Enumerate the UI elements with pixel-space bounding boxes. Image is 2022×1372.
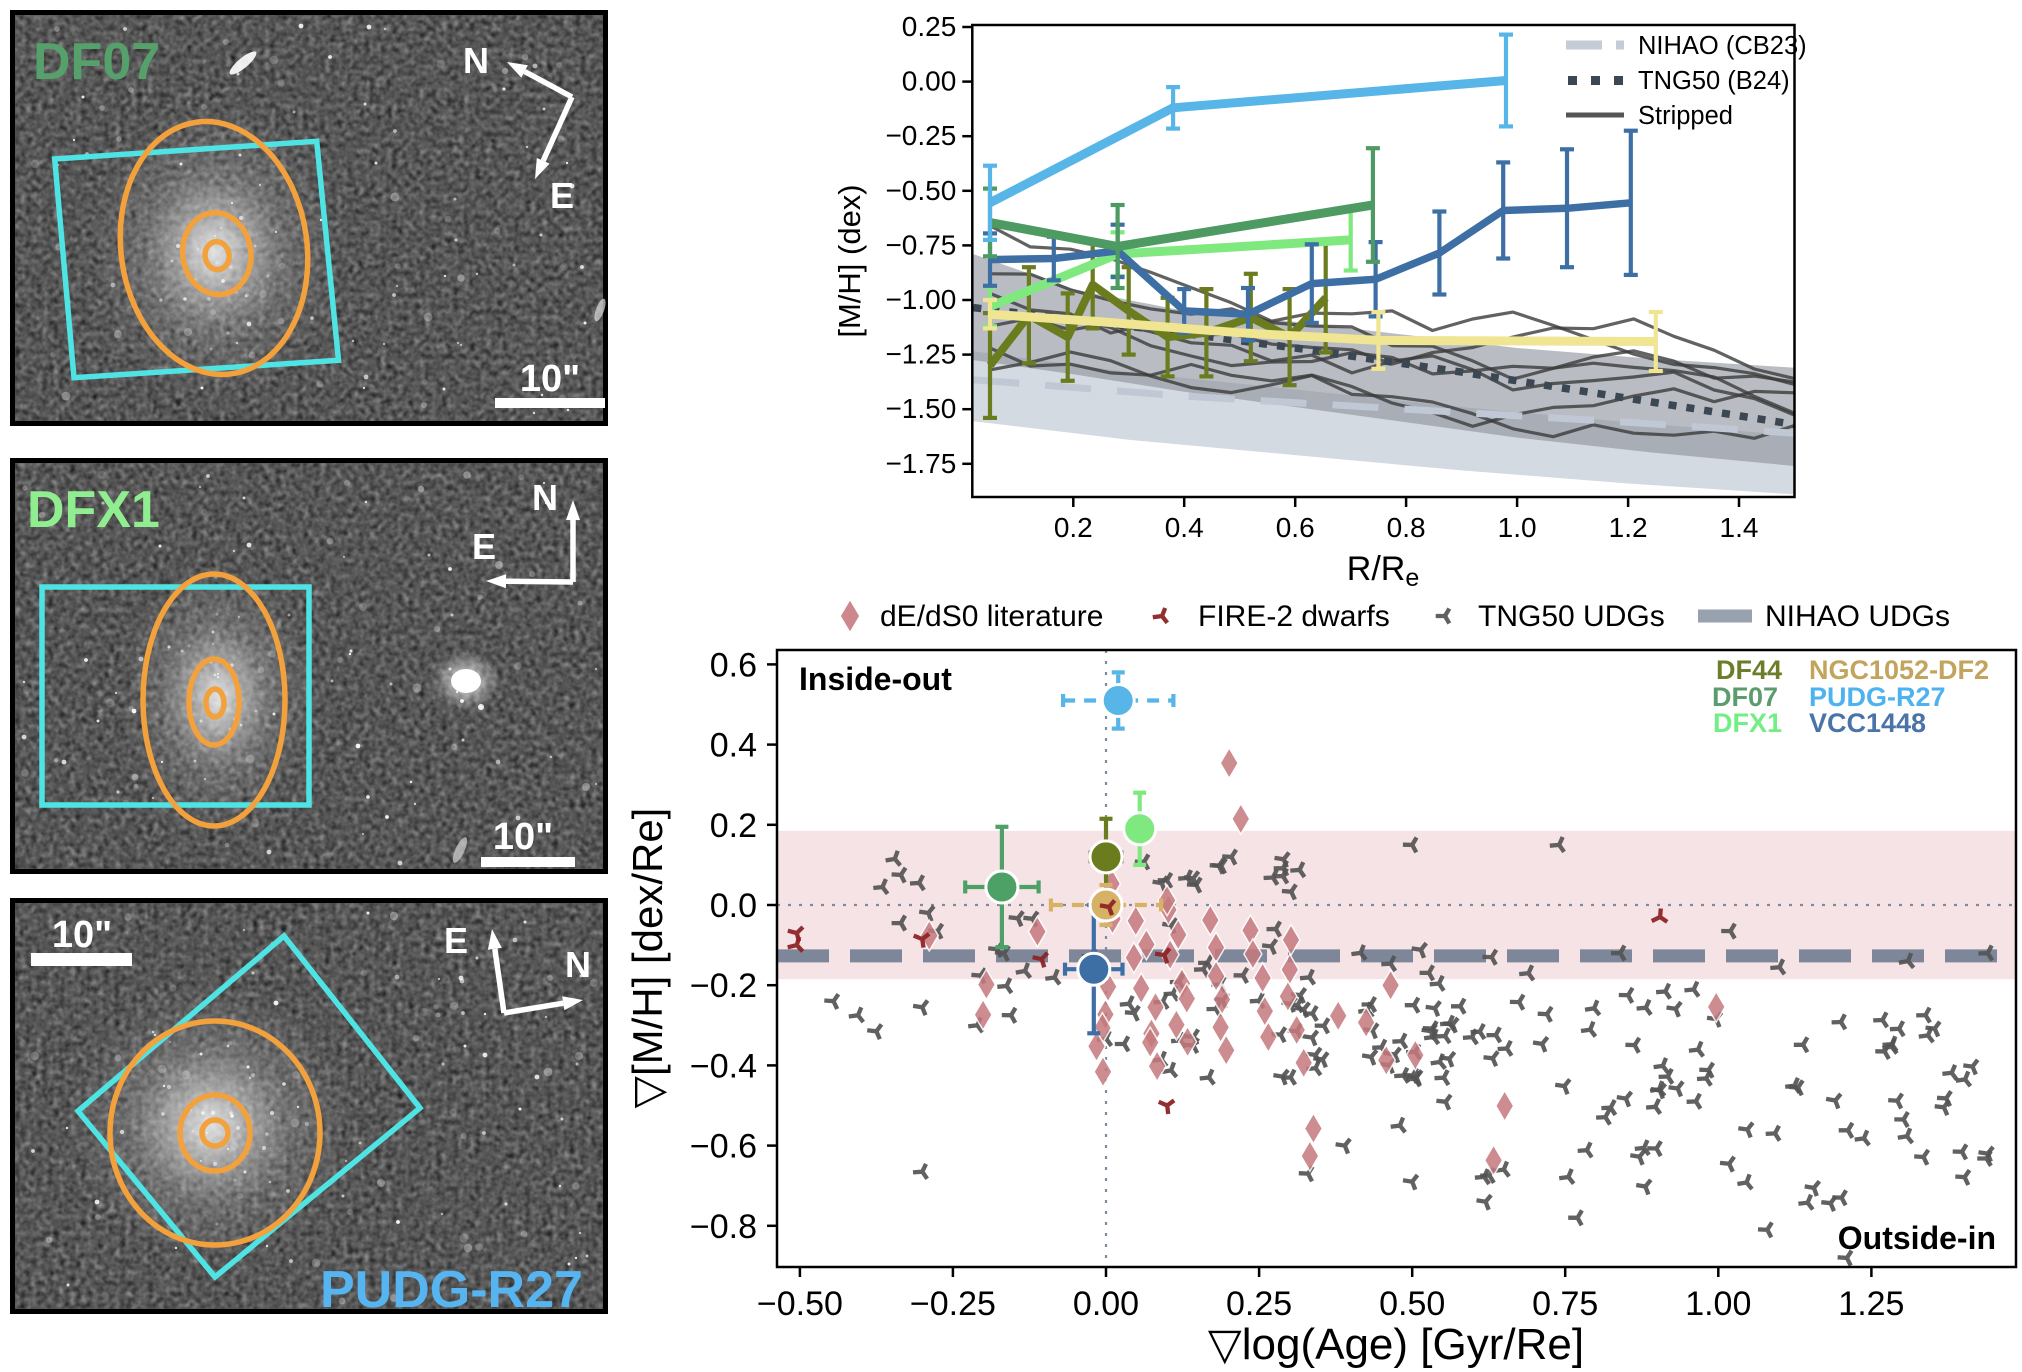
svg-text:−0.25: −0.25	[910, 1285, 996, 1323]
svg-text:−0.50: −0.50	[757, 1285, 843, 1323]
svg-text:E: E	[444, 920, 468, 961]
svg-text:VCC1448: VCC1448	[1809, 708, 1926, 738]
svg-text:DFX1: DFX1	[1713, 708, 1782, 738]
svg-text:0.6: 0.6	[1276, 512, 1315, 543]
svg-text:0.25: 0.25	[902, 11, 957, 42]
svg-text:NIHAO UDGs: NIHAO UDGs	[1765, 600, 1950, 633]
svg-text:−1.25: −1.25	[885, 339, 956, 370]
svg-text:−0.50: −0.50	[885, 175, 956, 206]
svg-text:DFX1: DFX1	[27, 481, 160, 539]
svg-text:N: N	[532, 477, 558, 518]
svg-text:1.4: 1.4	[1720, 512, 1759, 543]
svg-text:10": 10"	[520, 358, 580, 400]
svg-text:▽[M/H] [dex/Re]: ▽[M/H] [dex/Re]	[624, 808, 671, 1109]
svg-text:−0.8: −0.8	[690, 1208, 757, 1246]
svg-text:N: N	[565, 944, 591, 985]
svg-text:0.2: 0.2	[710, 807, 757, 845]
svg-text:▽log(Age) [Gyr/Re]: ▽log(Age) [Gyr/Re]	[1208, 1320, 1584, 1369]
svg-text:−1.00: −1.00	[885, 284, 956, 315]
svg-text:N: N	[463, 40, 489, 81]
svg-text:−0.6: −0.6	[690, 1128, 757, 1166]
svg-text:[M/H] (dex): [M/H] (dex)	[832, 184, 867, 337]
svg-text:0.0: 0.0	[710, 887, 757, 925]
svg-text:dE/dS0 literature: dE/dS0 literature	[880, 600, 1103, 633]
svg-text:−1.50: −1.50	[885, 393, 956, 424]
svg-text:PUDG-R27: PUDG-R27	[1809, 682, 1946, 712]
svg-text:DF07: DF07	[1712, 682, 1778, 712]
svg-text:FIRE-2 dwarfs: FIRE-2 dwarfs	[1198, 600, 1390, 633]
svg-text:1.2: 1.2	[1609, 512, 1648, 543]
svg-text:0.4: 0.4	[1165, 512, 1204, 543]
svg-text:0.25: 0.25	[1226, 1285, 1292, 1323]
svg-text:1.00: 1.00	[1685, 1285, 1751, 1323]
svg-text:−0.4: −0.4	[690, 1047, 757, 1085]
svg-text:DF44: DF44	[1716, 655, 1782, 685]
svg-text:Inside-out: Inside-out	[799, 661, 952, 697]
svg-text:TNG50 (B24): TNG50 (B24)	[1638, 67, 1790, 95]
svg-text:0.00: 0.00	[902, 66, 957, 97]
svg-text:TNG50 UDGs: TNG50 UDGs	[1478, 600, 1665, 633]
svg-text:0.8: 0.8	[1387, 512, 1426, 543]
svg-text:Stripped: Stripped	[1638, 102, 1733, 130]
svg-text:−0.75: −0.75	[885, 229, 956, 260]
svg-text:DF07: DF07	[33, 33, 160, 91]
svg-text:1.25: 1.25	[1838, 1285, 1904, 1323]
svg-text:−0.25: −0.25	[885, 120, 956, 151]
svg-text:−0.2: −0.2	[690, 967, 757, 1005]
svg-text:1.0: 1.0	[1498, 512, 1537, 543]
svg-text:E: E	[472, 526, 496, 567]
svg-text:10": 10"	[493, 816, 553, 858]
svg-text:E: E	[550, 175, 574, 216]
svg-text:Outside-in: Outside-in	[1838, 1220, 1996, 1256]
svg-text:PUDG-R27: PUDG-R27	[320, 1261, 583, 1314]
svg-text:0.2: 0.2	[1054, 512, 1093, 543]
svg-text:0.50: 0.50	[1379, 1285, 1445, 1323]
svg-text:NIHAO (CB23): NIHAO (CB23)	[1638, 32, 1807, 60]
svg-text:0.4: 0.4	[710, 727, 757, 765]
svg-text:0.75: 0.75	[1532, 1285, 1598, 1323]
svg-text:10": 10"	[52, 914, 112, 956]
svg-text:0.6: 0.6	[710, 646, 757, 684]
svg-text:NGC1052-DF2: NGC1052-DF2	[1809, 655, 1989, 685]
svg-text:−1.75: −1.75	[885, 448, 956, 479]
svg-text:0.00: 0.00	[1073, 1285, 1139, 1323]
